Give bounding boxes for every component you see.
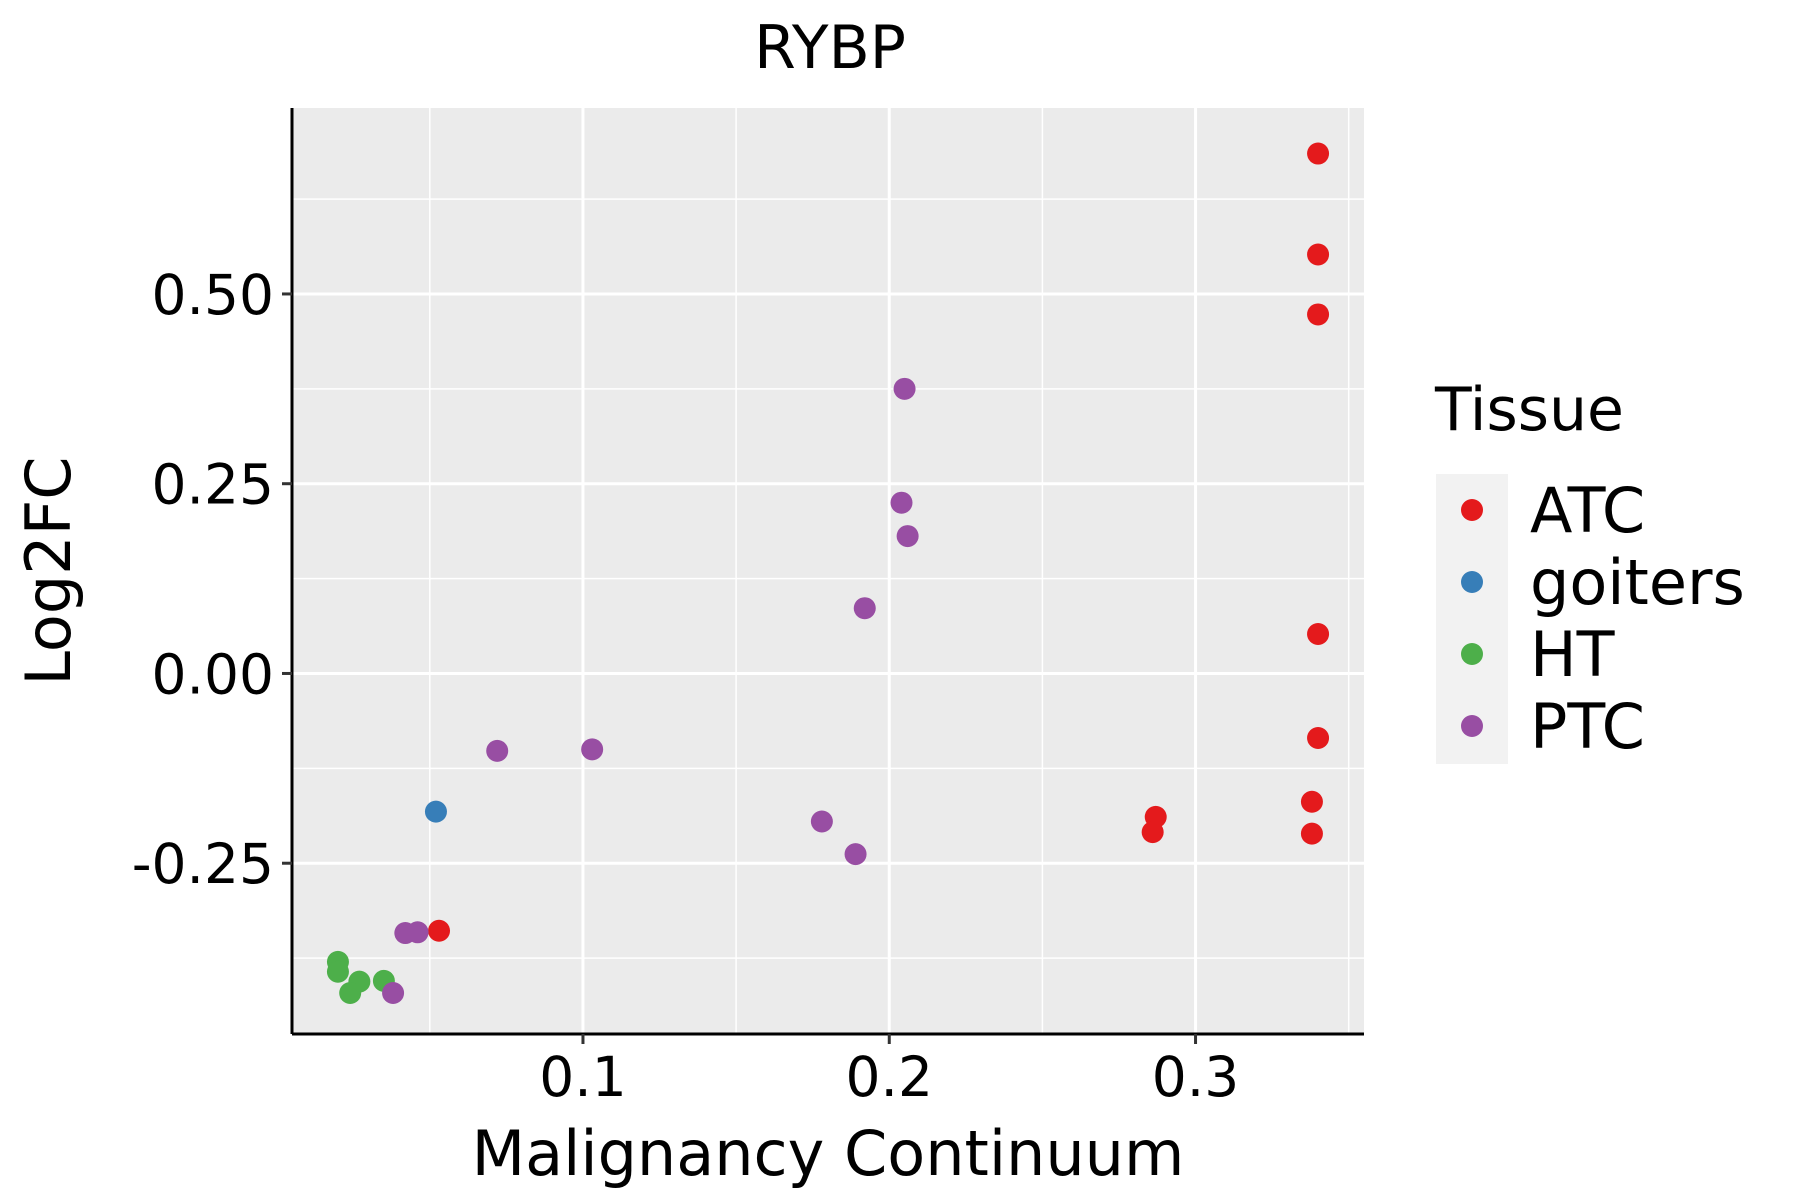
point-ptc — [382, 982, 405, 1005]
point-ht — [326, 960, 349, 983]
y-axis-ticks: 0.50 0.25 0.00 -0.25 — [132, 263, 292, 896]
point-ptc — [581, 738, 604, 761]
y-axis-title: Log2FC — [12, 456, 85, 685]
legend-label-ht: HT — [1530, 618, 1616, 691]
y-tick-label: 0.50 — [152, 263, 274, 327]
chart-title: RYBP — [754, 13, 906, 83]
point-goiters — [424, 800, 447, 823]
data-points — [326, 142, 1330, 1005]
point-ptc — [844, 843, 867, 866]
x-tick-label: 0.1 — [539, 1045, 626, 1109]
point-ptc — [486, 739, 509, 762]
point-ptc — [810, 810, 833, 833]
legend-key-ht — [1461, 643, 1483, 665]
legend-label-ptc: PTC — [1530, 690, 1645, 763]
point-atc — [1307, 243, 1330, 266]
legend-key-ptc — [1461, 715, 1483, 737]
point-atc — [1300, 822, 1323, 845]
legend-label-goiters: goiters — [1530, 546, 1745, 619]
x-axis-ticks: 0.1 0.2 0.3 — [539, 1034, 1239, 1109]
legend-title: Tissue — [1434, 375, 1624, 445]
legend-label-atc: ATC — [1530, 474, 1645, 547]
point-atc — [1307, 142, 1330, 165]
major-gridlines — [292, 108, 1364, 1034]
legend-key-goiters — [1461, 571, 1483, 593]
point-ptc — [406, 921, 429, 944]
x-axis-title: Malignancy Continuum — [472, 1117, 1185, 1190]
point-atc — [1307, 303, 1330, 326]
point-ht — [339, 982, 362, 1005]
point-atc — [1300, 790, 1323, 813]
minor-gridlines — [292, 108, 1364, 1034]
point-ptc — [890, 491, 913, 514]
y-tick-label: -0.25 — [132, 832, 274, 896]
y-tick-label: 0.25 — [152, 453, 274, 517]
x-tick-label: 0.2 — [846, 1045, 933, 1109]
x-tick-label: 0.3 — [1152, 1045, 1239, 1109]
point-ptc — [893, 377, 916, 400]
point-atc — [1307, 726, 1330, 749]
legend-key-atc — [1461, 499, 1483, 521]
point-atc — [1307, 622, 1330, 645]
point-ptc — [853, 597, 876, 620]
point-atc — [1141, 821, 1164, 844]
point-ptc — [896, 525, 919, 548]
y-tick-label: 0.00 — [152, 642, 274, 706]
plot-panel — [292, 108, 1364, 1034]
point-atc — [428, 919, 451, 942]
